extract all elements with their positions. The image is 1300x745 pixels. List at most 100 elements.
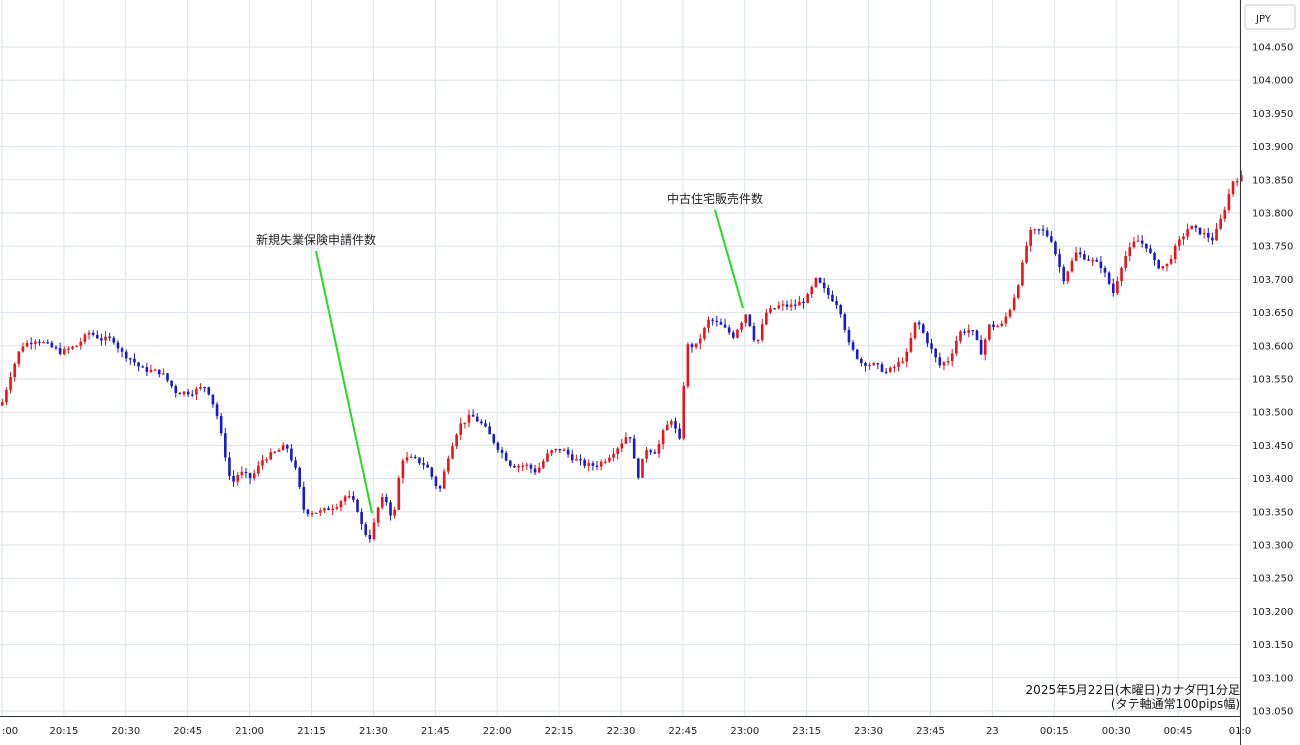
- candle: [83, 332, 87, 345]
- candle: [938, 352, 942, 368]
- candle: [707, 316, 710, 333]
- candle-body: [438, 486, 442, 489]
- candle-body: [1190, 225, 1194, 230]
- candle: [1083, 250, 1086, 261]
- candle-body: [372, 522, 376, 539]
- candle: [926, 331, 929, 348]
- candle-body: [694, 343, 698, 348]
- candle: [426, 461, 429, 468]
- candle: [851, 340, 855, 352]
- candle: [1136, 234, 1140, 242]
- candle: [1202, 228, 1206, 239]
- candle-body: [129, 358, 132, 360]
- candle: [1124, 251, 1127, 272]
- candle: [1041, 225, 1045, 236]
- candle-body: [1074, 252, 1078, 261]
- candle: [744, 313, 747, 327]
- candle-body: [926, 332, 929, 344]
- candle-body: [521, 465, 524, 467]
- candle-body: [124, 351, 128, 359]
- candle-body: [323, 508, 326, 511]
- candle-body: [645, 450, 648, 459]
- candle: [9, 371, 12, 394]
- candle-body: [897, 362, 900, 367]
- candle: [1033, 228, 1037, 235]
- candle: [360, 508, 363, 530]
- candle-body: [228, 457, 231, 477]
- candle-body: [116, 342, 120, 349]
- candle-body: [942, 362, 946, 366]
- candle: [95, 330, 99, 340]
- candle-body: [930, 343, 933, 349]
- candle-body: [765, 312, 768, 325]
- candle: [1219, 214, 1222, 231]
- candle: [129, 357, 132, 365]
- candle-body: [269, 452, 273, 460]
- candle: [628, 437, 632, 443]
- candle-body: [971, 330, 975, 332]
- candle: [141, 364, 145, 368]
- candle-body: [1054, 241, 1057, 255]
- candle: [546, 449, 549, 463]
- candle: [913, 322, 917, 341]
- x-tick-label: 23:45: [916, 726, 945, 737]
- candle: [537, 462, 541, 474]
- candle: [806, 292, 809, 304]
- candle-body: [575, 459, 578, 461]
- candle-body: [1016, 285, 1020, 298]
- grid: [0, 0, 1241, 716]
- candle-body: [265, 459, 268, 461]
- candle-body: [1231, 181, 1235, 195]
- candle-body: [901, 361, 904, 363]
- candle: [137, 361, 140, 372]
- y-tick-label: 103.300: [1252, 541, 1293, 552]
- candle-body: [1091, 260, 1094, 262]
- candle-body: [1087, 259, 1090, 261]
- candle: [897, 357, 900, 372]
- candle-body: [1037, 229, 1041, 231]
- candle-body: [273, 451, 277, 454]
- y-tick-label: 103.950: [1252, 109, 1293, 120]
- candle: [835, 296, 838, 310]
- candle: [802, 297, 805, 309]
- candle-body: [632, 438, 636, 459]
- candle-body: [331, 508, 334, 511]
- candle: [182, 391, 186, 397]
- candle: [124, 349, 128, 362]
- candle: [637, 457, 640, 480]
- candle-body: [71, 346, 74, 349]
- x-tick-label: 23:00: [730, 726, 759, 737]
- candle-body: [1041, 229, 1045, 231]
- candle-body: [442, 471, 446, 489]
- candle-body: [1, 402, 4, 406]
- candle-body: [1128, 247, 1132, 256]
- candle-body: [1078, 252, 1082, 255]
- candle-body: [430, 467, 434, 477]
- candle-body: [612, 453, 615, 458]
- candle-body: [13, 363, 16, 378]
- candle: [302, 481, 306, 514]
- y-tick-label: 103.450: [1252, 441, 1293, 452]
- candle: [207, 386, 211, 396]
- candle: [100, 333, 103, 346]
- candle: [67, 346, 70, 354]
- candle-body: [108, 336, 111, 338]
- x-tick-label: 22:15: [545, 726, 574, 737]
- candle-body: [855, 349, 859, 359]
- candle: [843, 312, 847, 333]
- candle: [170, 380, 173, 389]
- candle-body: [405, 457, 409, 461]
- candle-body: [624, 437, 628, 444]
- candle-body: [1169, 258, 1173, 264]
- candle: [1107, 271, 1111, 286]
- candle-body: [888, 367, 892, 372]
- candle-body: [661, 430, 665, 445]
- candle-body: [21, 346, 25, 352]
- candle: [632, 434, 636, 459]
- candle: [389, 499, 392, 521]
- candle: [240, 466, 244, 479]
- candle: [1235, 177, 1239, 187]
- candle-body: [674, 420, 677, 429]
- candle-body: [376, 507, 380, 523]
- candle-body: [1025, 245, 1028, 263]
